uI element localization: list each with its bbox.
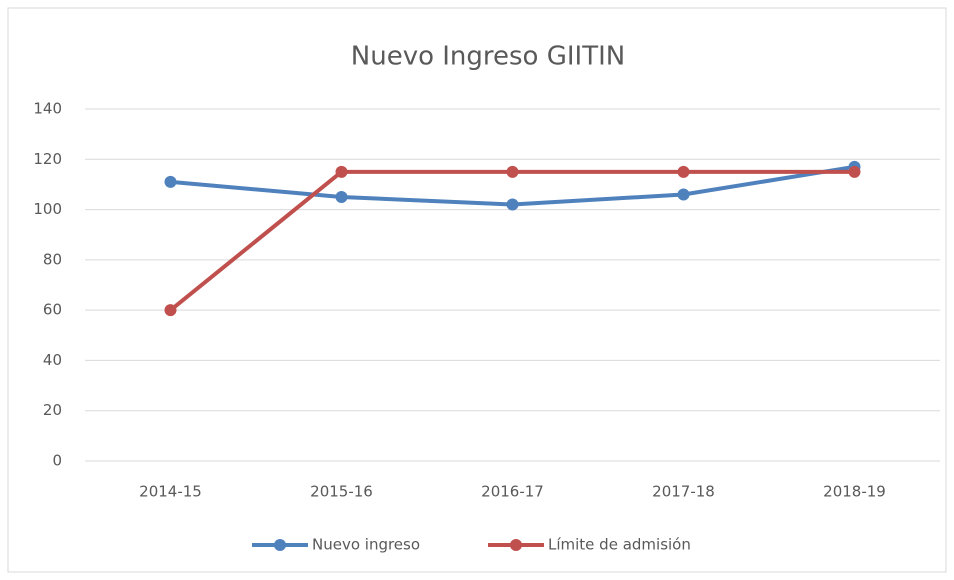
legend-marker — [510, 539, 522, 551]
data-point — [164, 175, 177, 188]
y-tick-label: 100 — [33, 200, 62, 218]
data-point — [677, 188, 690, 201]
x-tick-label: 2015-16 — [310, 483, 373, 501]
x-tick-label: 2016-17 — [481, 483, 544, 501]
data-point — [164, 304, 177, 317]
x-tick-label: 2018-19 — [823, 483, 886, 501]
y-tick-label: 120 — [33, 150, 62, 168]
x-tick-label: 2014-15 — [139, 483, 202, 501]
data-point — [848, 165, 861, 178]
data-point — [335, 191, 348, 203]
x-tick-label: 2017-18 — [652, 483, 715, 501]
y-tick-label: 20 — [43, 401, 62, 419]
legend-marker — [274, 539, 286, 551]
data-point — [677, 165, 690, 178]
chart-border — [7, 7, 947, 573]
chart-title: Nuevo Ingreso GIITIN — [351, 42, 625, 72]
legend-label: Límite de admisión — [548, 536, 691, 554]
data-point — [506, 198, 519, 211]
y-tick-label: 40 — [43, 351, 62, 369]
data-point — [335, 165, 348, 178]
y-tick-label: 60 — [43, 301, 62, 319]
y-tick-label: 80 — [43, 250, 62, 268]
data-point — [506, 165, 519, 178]
legend-label: Nuevo ingreso — [312, 536, 420, 554]
y-tick-label: 140 — [33, 100, 62, 118]
y-tick-label: 0 — [52, 452, 62, 470]
